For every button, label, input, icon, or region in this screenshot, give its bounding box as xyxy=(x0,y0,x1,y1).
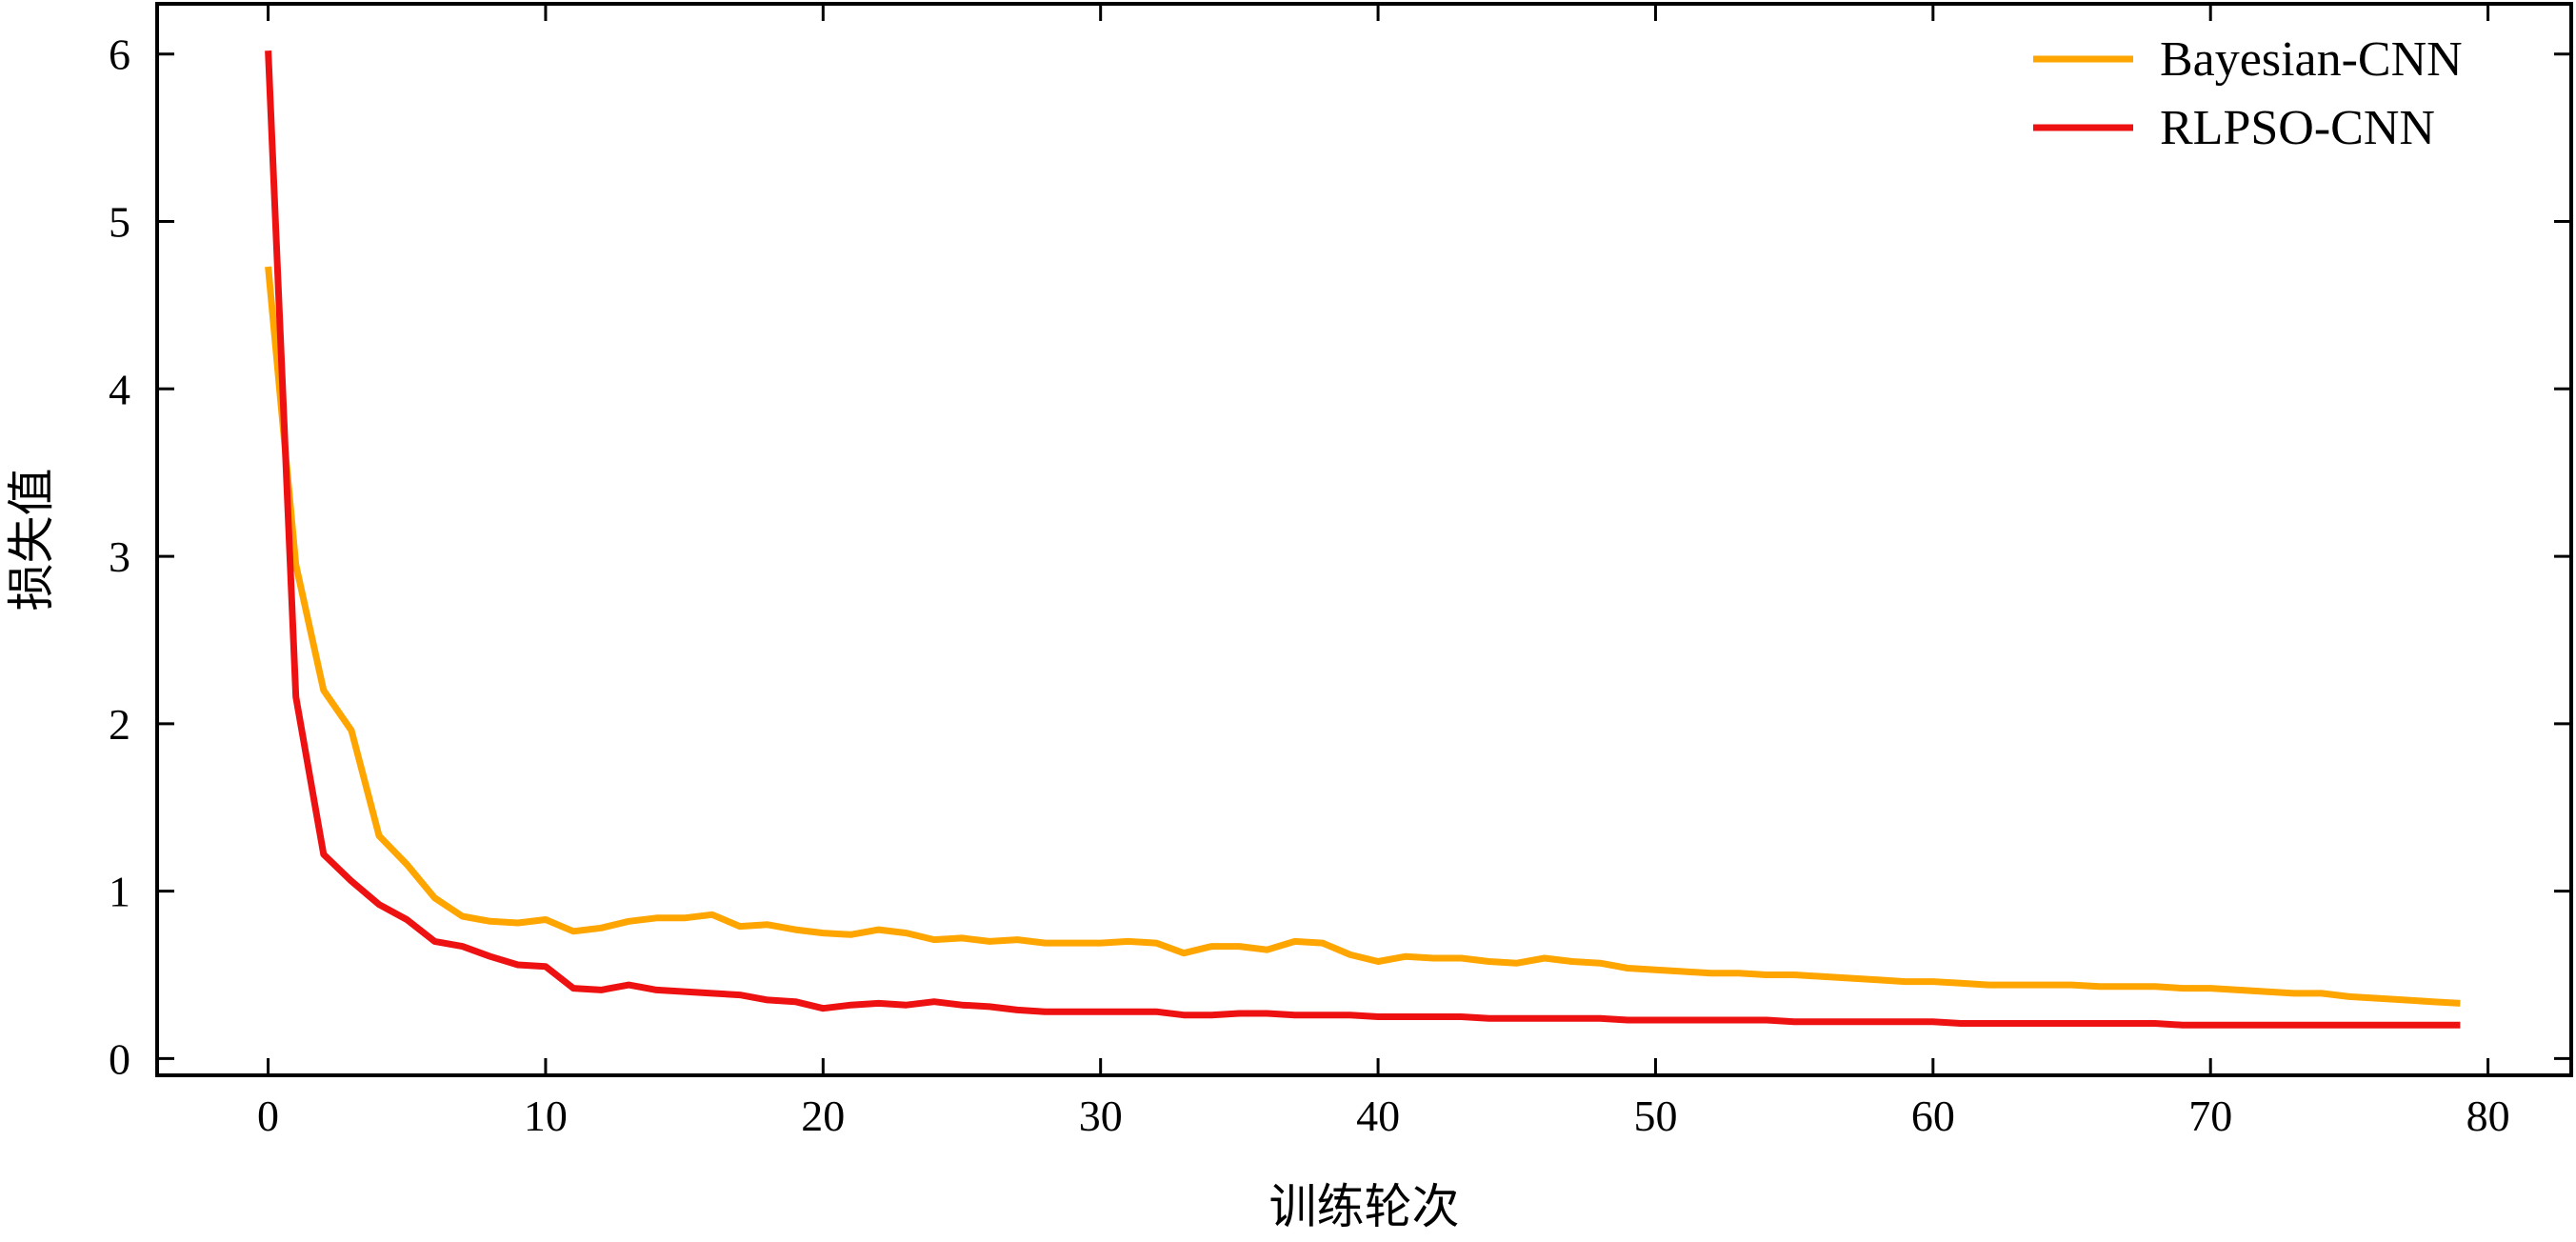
y-tick-label: 0 xyxy=(109,1034,130,1083)
legend-label-1: Bayesian-CNN xyxy=(2160,32,2463,87)
y-tick-label: 2 xyxy=(109,700,130,749)
x-tick-label: 40 xyxy=(1356,1092,1400,1140)
x-axis-label: 训练轮次 xyxy=(1269,1179,1460,1234)
x-tick-label: 10 xyxy=(524,1092,568,1140)
x-tick-label: 0 xyxy=(257,1092,279,1140)
x-tick-label: 30 xyxy=(1079,1092,1123,1140)
plot-lines xyxy=(265,50,2461,1029)
axis-tick-labels: 0 10 20 30 40 50 60 70 80 0 1 2 3 4 5 6 xyxy=(109,30,2510,1140)
x-tick-label: 70 xyxy=(2188,1092,2232,1140)
x-tick-label: 80 xyxy=(2466,1092,2510,1140)
legend-label-2: RLPSO-CNN xyxy=(2160,101,2435,155)
axis-ticks xyxy=(157,4,2571,1075)
y-tick-label: 1 xyxy=(109,868,130,916)
y-axis-label: 损失值 xyxy=(4,469,59,611)
series-line-2 xyxy=(265,50,2461,1029)
y-tick-label: 6 xyxy=(109,30,130,79)
y-tick-label: 5 xyxy=(109,198,130,247)
series-line-1 xyxy=(265,266,2461,1007)
x-tick-label: 50 xyxy=(1633,1092,1677,1140)
y-tick-label: 4 xyxy=(109,365,130,413)
legend: Bayesian-CNN RLPSO-CNN xyxy=(2033,32,2463,155)
y-tick-label: 3 xyxy=(109,532,130,581)
plot-frame xyxy=(155,2,2573,1077)
x-tick-label: 20 xyxy=(801,1092,845,1140)
x-tick-label: 60 xyxy=(1911,1092,1955,1140)
